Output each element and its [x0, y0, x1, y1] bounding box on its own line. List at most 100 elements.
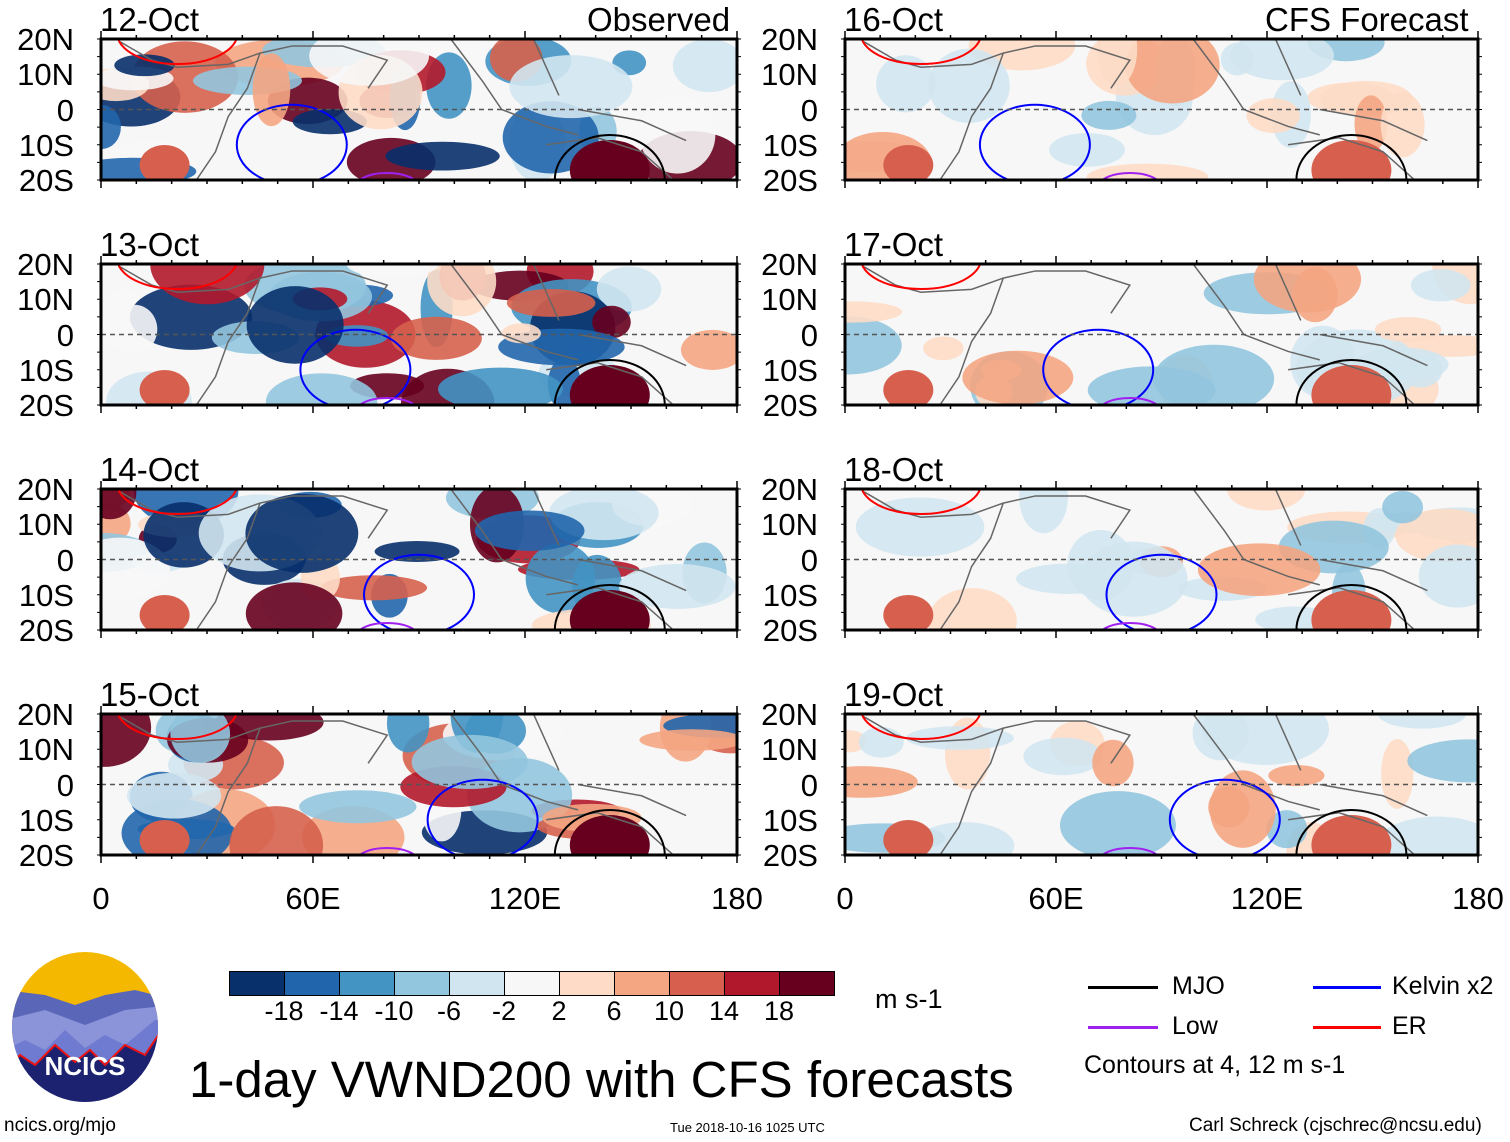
- er-contour: [117, 264, 238, 290]
- colorbar-swatch: [339, 972, 394, 995]
- lat-label: 10S: [762, 802, 818, 838]
- colorbar: [229, 971, 835, 996]
- mjo-contour: [553, 809, 666, 855]
- low-contour: [358, 397, 416, 405]
- lat-label: 0: [800, 92, 818, 128]
- low-contour: [358, 622, 416, 630]
- legend-er-line: [1313, 1026, 1381, 1029]
- colorbar-swatch: [230, 972, 284, 995]
- panel-date: 17-Oct: [844, 226, 944, 263]
- lat-label: 10S: [18, 127, 74, 163]
- er-contour: [860, 264, 982, 290]
- legend-low-line: [1088, 1026, 1158, 1029]
- lat-label: 20N: [17, 697, 74, 732]
- lat-label: 10N: [761, 732, 818, 768]
- lat-label: 10N: [761, 282, 818, 318]
- legend-mjo-label: MJO: [1172, 972, 1225, 1000]
- kelvin-contour: [1105, 553, 1218, 630]
- kelvin-contour: [299, 328, 412, 405]
- colorbar-tick-label: 18: [763, 996, 795, 1026]
- lat-label: 10N: [17, 57, 74, 93]
- observed-header: Observed: [587, 1, 731, 38]
- mjo-contour: [553, 584, 666, 630]
- lat-label: 10N: [17, 507, 74, 543]
- legend-mjo-line: [1088, 986, 1158, 989]
- mjo-contour: [553, 359, 666, 405]
- lat-label: 20N: [761, 22, 818, 57]
- kelvin-contour: [363, 553, 475, 630]
- colorbar-swatch: [614, 972, 669, 995]
- lat-label: 0: [800, 542, 818, 578]
- lat-label: 0: [56, 542, 74, 578]
- footer-url[interactable]: ncics.org/mjo: [4, 1115, 116, 1136]
- map-panel-left-0: [97, 31, 741, 188]
- lat-label: 20N: [17, 472, 74, 507]
- lat-label: 0: [56, 767, 74, 803]
- contour-note: Contours at 4, 12 m s-1: [1084, 1051, 1346, 1079]
- lat-label: 20N: [761, 247, 818, 282]
- lat-label: 20N: [761, 697, 818, 732]
- lat-label: 20S: [18, 838, 74, 873]
- lat-label: 20S: [762, 388, 818, 423]
- colorbar-tick-label: -18: [264, 996, 304, 1026]
- lat-label: 20S: [18, 163, 74, 198]
- colorbar-swatch: [779, 972, 834, 995]
- map-panel-left-3: [97, 706, 741, 863]
- lat-label: 10N: [761, 507, 818, 543]
- colorbar-swatch: [669, 972, 724, 995]
- lon-label: 180: [1452, 881, 1504, 916]
- colorbar-tick-label: -6: [436, 996, 462, 1026]
- lat-label: 10N: [761, 57, 818, 93]
- kelvin-contour: [426, 778, 539, 855]
- panel-date: 14-Oct: [100, 451, 200, 488]
- colorbar-tick-label: 10: [653, 996, 685, 1026]
- lat-label: 10S: [18, 802, 74, 838]
- kelvin-contour: [235, 103, 348, 180]
- lon-label: 0: [836, 881, 854, 916]
- wind-field: [101, 714, 737, 855]
- map-panel-right-0: [841, 31, 1482, 188]
- colorbar-swatch: [504, 972, 559, 995]
- lon-label: 0: [92, 881, 110, 916]
- colorbar-tick-label: 6: [606, 996, 622, 1026]
- map-panel-right-1: [841, 256, 1482, 413]
- er-contour: [117, 489, 238, 515]
- wind-field: [845, 714, 1478, 855]
- panel-date: 18-Oct: [844, 451, 944, 488]
- wind-field: [101, 264, 737, 405]
- map-panel-right-3: [841, 706, 1482, 863]
- svg-text:NCICS: NCICS: [45, 1051, 126, 1081]
- lat-label: 0: [56, 317, 74, 353]
- panel-date: 16-Oct: [844, 1, 944, 38]
- kelvin-contour: [1168, 778, 1281, 855]
- lat-label: 10N: [17, 732, 74, 768]
- map-panel-left-1: [97, 256, 741, 413]
- mjo-contour: [553, 134, 666, 180]
- lat-label: 0: [800, 767, 818, 803]
- low-contour: [1101, 397, 1159, 405]
- panel-date: 12-Oct: [100, 1, 200, 38]
- lat-label: 20N: [761, 472, 818, 507]
- panel-date: 19-Oct: [844, 676, 944, 713]
- er-contour: [860, 39, 982, 65]
- panel-date: 13-Oct: [100, 226, 200, 263]
- wind-field: [101, 489, 737, 630]
- legend-low-label: Low: [1172, 1012, 1218, 1040]
- forecast-header: CFS Forecast: [1265, 1, 1469, 38]
- lon-label: 120E: [1230, 881, 1304, 916]
- colorbar-units: m s-1: [875, 984, 943, 1014]
- kelvin-contour: [1042, 328, 1155, 405]
- lat-label: 20N: [17, 247, 74, 282]
- colorbar-tick-label: -2: [491, 996, 517, 1026]
- low-contour: [358, 172, 416, 180]
- low-contour: [358, 847, 416, 855]
- mjo-contour: [1295, 134, 1408, 180]
- legend-kelvin-line: [1313, 986, 1381, 989]
- colorbar-swatch: [394, 972, 449, 995]
- low-contour: [1101, 622, 1159, 630]
- lat-label: 10N: [17, 282, 74, 318]
- ncics-logo: NCICS: [12, 952, 158, 1102]
- colorbar-tick-label: -10: [374, 996, 414, 1026]
- lat-label: 0: [56, 92, 74, 128]
- colorbar-tick-label: 14: [708, 996, 740, 1026]
